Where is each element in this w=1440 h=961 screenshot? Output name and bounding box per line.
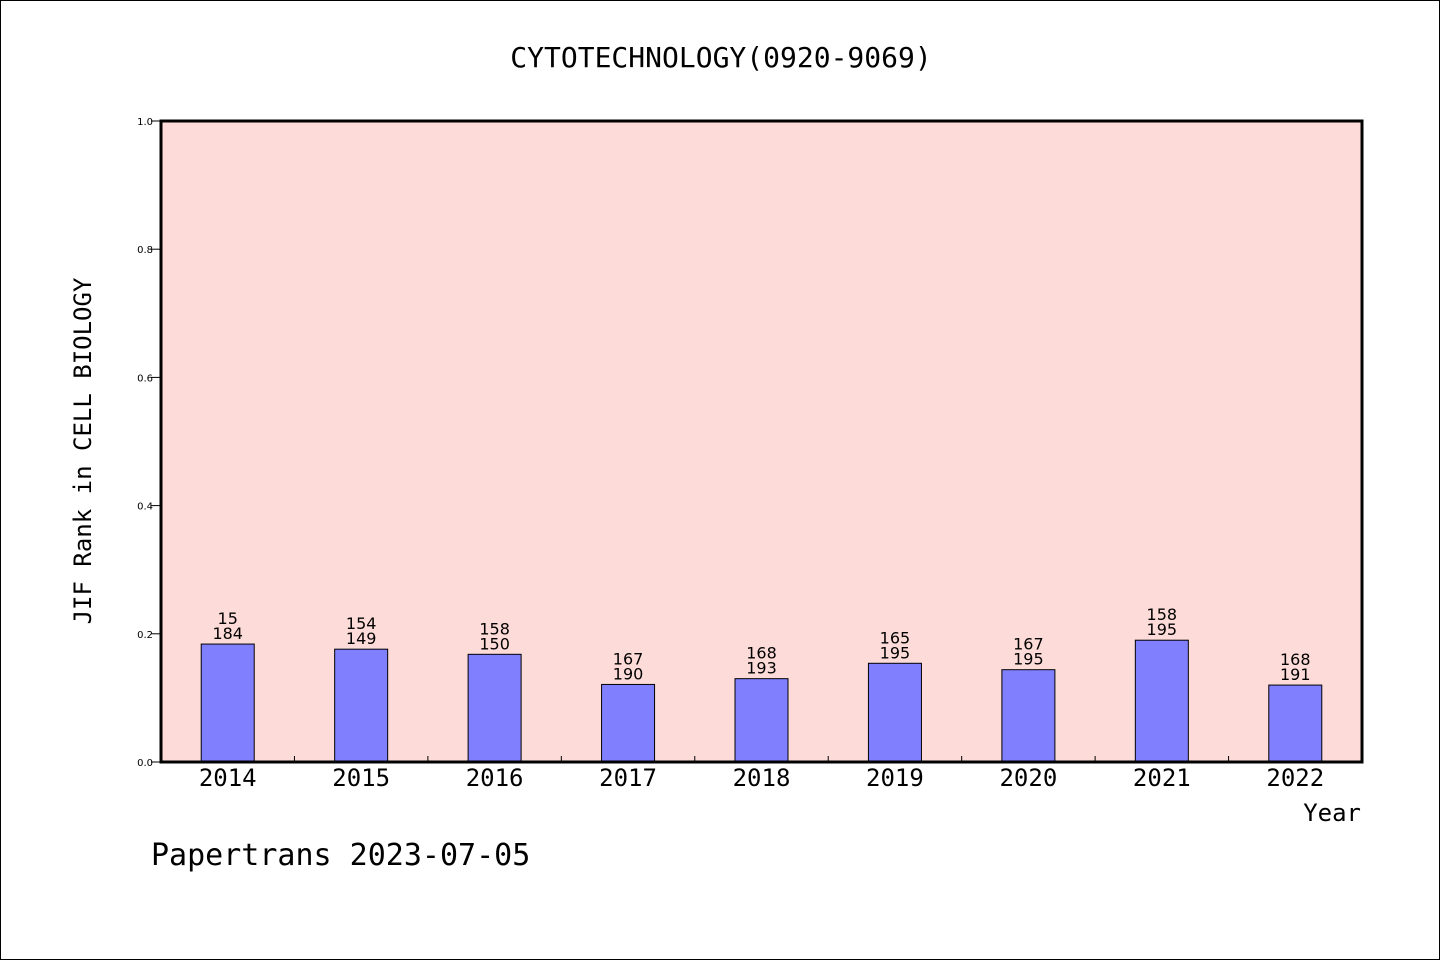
bar-2017 (601, 683, 656, 763)
x-tick-label: 2021 (1133, 764, 1191, 792)
bar-2018 (734, 678, 789, 763)
x-tick-label: 2019 (866, 764, 924, 792)
x-tick-label: 2015 (332, 764, 390, 792)
data-label-top: 15 (218, 609, 238, 628)
data-label-top: 167 (613, 649, 644, 668)
x-tick-label: 2017 (599, 764, 657, 792)
data-label-bottom: 195 (1013, 650, 1044, 669)
bar-2022 (1268, 684, 1323, 763)
x-axis-label: Year (1303, 799, 1361, 827)
bar-2016 (467, 653, 522, 763)
x-tick-label: 2014 (199, 764, 257, 792)
chart-title: CYTOTECHNOLOGY(0920-9069) (510, 41, 931, 74)
data-label-bottom: 191 (1280, 665, 1311, 684)
data-label-bottom: 195 (880, 643, 911, 662)
data-label-top: 158 (479, 619, 510, 638)
bar-2021 (1134, 639, 1189, 763)
y-axis-label: JIF Rank in CELL BIOLOGY (69, 277, 97, 624)
y-tick-label: 1.0 (137, 117, 153, 128)
plot-border (159, 119, 1364, 764)
x-tick-label: 2022 (1266, 764, 1324, 792)
x-tick-label: 2016 (466, 764, 524, 792)
data-label-top: 168 (1280, 650, 1311, 669)
data-label-top: 167 (1013, 635, 1044, 654)
data-label-bottom: 195 (1147, 620, 1178, 639)
data-label-bottom: 193 (746, 659, 777, 678)
data-label-bottom: 190 (613, 664, 644, 683)
data-label-top: 158 (1147, 605, 1178, 624)
data-label-top: 165 (880, 628, 911, 647)
data-label-bottom: 150 (479, 634, 510, 653)
footer-text: Papertrans 2023-07-05 (151, 838, 530, 873)
x-tick-label: 2018 (733, 764, 791, 792)
bar-2019 (867, 662, 922, 763)
data-label-top: 168 (746, 644, 777, 663)
bar-2014 (200, 643, 255, 763)
y-tick-label: 0.4 (137, 502, 153, 513)
data-label-bottom: 184 (212, 624, 243, 643)
y-tick-label: 0.0 (137, 758, 153, 769)
x-tick-label: 2020 (999, 764, 1057, 792)
data-label-top: 154 (346, 614, 377, 633)
bar-2020 (1001, 669, 1056, 763)
y-tick-label: 0.6 (137, 373, 153, 384)
bar-2015 (334, 648, 389, 763)
y-tick-label: 0.8 (137, 245, 153, 256)
axis-ticks: 0.0 0.2 0.4 0.6 0.8 1.0 2014 2015 2016 2017 2018 20… (137, 117, 1324, 792)
y-tick-label: 0.2 (137, 630, 153, 641)
data-label-bottom: 149 (346, 629, 377, 648)
